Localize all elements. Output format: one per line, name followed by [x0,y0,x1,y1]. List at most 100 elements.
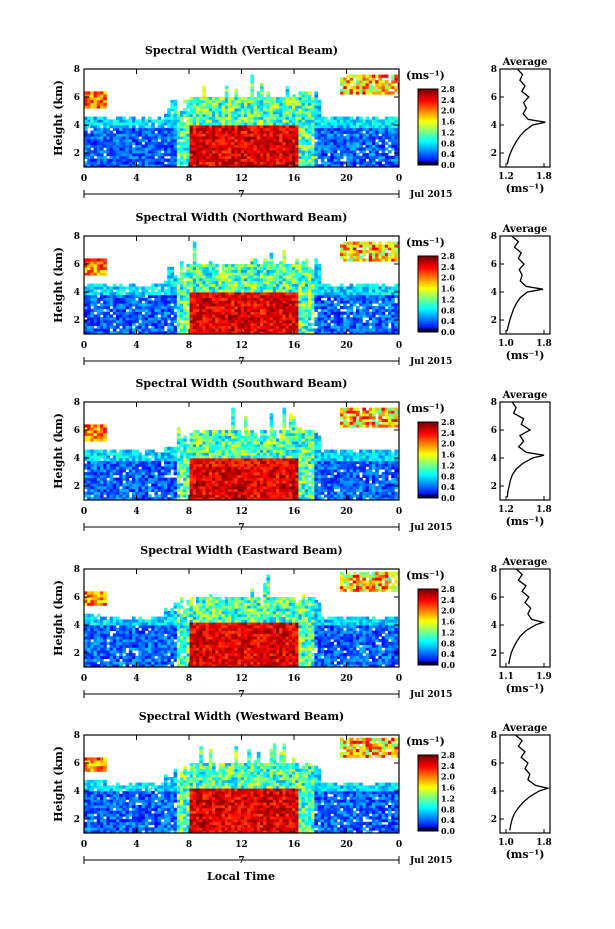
inset-x-tick-label: 1.8 [536,339,552,349]
heatmap-field [84,74,399,167]
colorbar-swatch [418,94,438,97]
inset-x-tick-label: 1.2 [498,505,514,515]
y-tick-label: 6 [74,260,80,270]
colorbar-swatch [418,794,438,798]
colorbar-swatch [418,450,438,453]
colorbar-swatch [418,480,438,484]
y-tick-label: 8 [74,565,80,575]
colorbar-swatch [418,604,438,607]
colorbar-swatch [418,804,438,807]
colorbar-swatch [418,276,438,280]
colorbar-tick-label: 0.4 [441,149,455,159]
average-profile-line [506,235,544,332]
colorbar-swatch [418,265,438,268]
date-month-label: Jul 2015 [409,357,452,367]
inset-y-tick-label: 6 [491,593,497,603]
colorbar-swatch [418,600,438,603]
colorbar-swatch [418,636,438,639]
inset-frame [499,401,551,501]
colorbar-swatch [418,130,438,133]
inset-y-tick-label: 8 [491,398,497,408]
y-tick-label: 4 [74,621,80,631]
x-tick-label: 0 [81,341,87,351]
colorbar-tick-label: 0.0 [441,660,455,670]
colorbar-swatch [418,307,438,310]
colorbar-swatch [418,322,438,325]
colorbar-swatch [418,808,438,811]
colorbar-swatch [418,311,438,314]
colorbar-swatch [418,827,438,830]
inset-title: Average [502,57,548,68]
colorbar-swatch [418,159,438,162]
x-tick-label: 12 [235,840,248,850]
colorbar-swatch [418,463,438,466]
colorbar-swatch [418,829,438,832]
colorbar-swatch [418,109,438,113]
colorbar-swatch [418,106,438,109]
colorbar-swatch [418,313,438,316]
colorbar-tick-label: 1.2 [441,793,455,803]
colorbar-label: (ms⁻¹) [406,402,445,415]
chart-title: Spectral Width (Southward Beam) [135,377,347,390]
heatmap-field [84,407,399,500]
colorbar-tick-label: 0.8 [441,638,455,648]
colorbar-swatch [418,657,438,660]
colorbar-swatch [418,621,438,624]
colorbar-swatch [418,431,438,434]
date-label: 7 [238,690,244,700]
panel-2: Spectral Width (Southward Beam) 2 4 6 8 Heigh… [52,377,552,533]
colorbar-swatch [418,136,438,139]
inset-frame [499,734,551,834]
x-tick-label: 8 [186,174,192,184]
colorbar-swatch [418,292,438,295]
x-tick-label: 4 [133,341,139,351]
heatmap-field [84,737,399,833]
colorbar-frame [417,255,439,333]
colorbar-tick-label: 0.8 [441,305,455,315]
panel-4: Spectral Width (Westward Beam) 2 4 6 8 Height… [52,710,552,866]
colorbar-swatch [418,646,438,649]
colorbar-swatch [418,316,438,319]
x-tick-label: 20 [340,341,353,351]
colorbar-swatch [418,634,438,637]
inset-y-tick-label: 6 [491,759,497,769]
x-tick-label: 4 [133,674,139,684]
y-tick-label: 8 [74,398,80,408]
colorbar-swatch [418,326,438,329]
inset-y-tick-label: 8 [491,65,497,75]
inset-y-tick-label: 6 [491,93,497,103]
colorbar-swatch [418,98,438,101]
colorbar-swatch [418,127,438,130]
inset-x-label: (ms⁻¹) [506,848,545,861]
inset-y-tick-label: 2 [491,815,497,825]
colorbar-swatch [418,161,438,164]
colorbar-tick-label: 1.2 [441,294,455,304]
colorbar-swatch [418,632,438,635]
colorbar-swatch [418,592,438,595]
colorbar-swatch [418,800,438,803]
colorbar-swatch [418,589,438,592]
colorbar-tick-label: 2.4 [441,262,455,272]
colorbar-swatch [418,477,438,480]
date-label: 7 [238,523,244,533]
colorbar-tick-label: 0.4 [441,316,455,326]
colorbar-swatch [418,121,438,124]
y-tick-label: 4 [74,288,80,298]
colorbar-swatch [418,454,438,457]
colorbar-swatch [418,663,438,666]
inset-y-tick-label: 6 [491,260,497,270]
colorbar-swatch [418,429,438,432]
colorbar-swatch [418,756,438,760]
x-tick-label: 20 [340,174,353,184]
inset-x-label: (ms⁻¹) [506,349,545,362]
average-profile-line [506,401,545,498]
colorbar-swatch [418,104,438,107]
chart-title: Spectral Width (Northward Beam) [136,211,348,224]
colorbar-swatch [418,484,438,487]
x-tick-label: 0 [396,174,402,184]
x-tick-label: 16 [288,507,301,517]
colorbar-swatch [418,764,438,767]
colorbar-swatch [418,140,438,143]
colorbar-swatch [418,770,438,773]
